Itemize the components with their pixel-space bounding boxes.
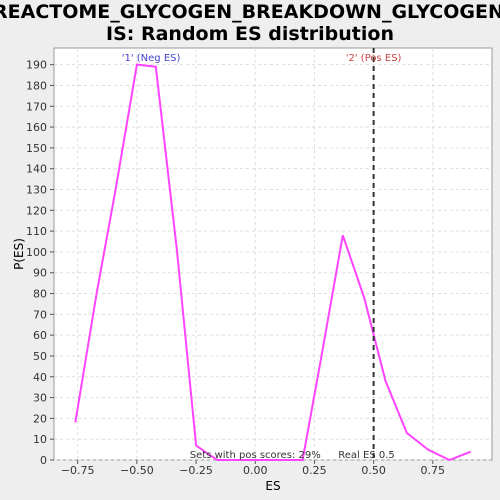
x-tick-label: −0.75 — [61, 464, 95, 477]
y-axis-label: P(ES) — [12, 238, 26, 270]
x-tick-label: 0.75 — [421, 464, 446, 477]
series-line — [74, 63, 472, 462]
pos-es-label: '2' (Pos ES) — [346, 53, 402, 64]
y-tick-label: 170 — [26, 100, 47, 113]
x-tick-label: 0.25 — [302, 464, 327, 477]
grid-lines — [54, 48, 492, 461]
y-tick-label: 80 — [33, 288, 47, 301]
y-tick-label: 30 — [33, 392, 47, 405]
x-axis: −0.75 −0.50 −0.25 0.00 0.25 0.50 0.75 — [61, 460, 445, 477]
y-tick-label: 10 — [33, 433, 47, 446]
y-tick-label: 150 — [26, 142, 47, 155]
plot-area — [53, 47, 493, 461]
x-tick-label: 0.00 — [243, 464, 268, 477]
y-tick-label: 20 — [33, 412, 47, 425]
y-tick-label: 110 — [26, 225, 47, 238]
y-tick-label: 0 — [40, 454, 47, 467]
x-tick-label: −0.25 — [179, 464, 213, 477]
y-tick-label: 190 — [26, 59, 47, 72]
y-tick-label: 100 — [26, 246, 47, 259]
y-tick-label: 120 — [26, 204, 47, 217]
neg-es-label: '1' (Neg ES) — [122, 53, 181, 64]
y-tick-label: 160 — [26, 121, 47, 134]
x-tick-label: −0.50 — [120, 464, 154, 477]
y-tick-label: 180 — [26, 79, 47, 92]
y-tick-label: 70 — [33, 308, 47, 321]
x-axis-label: ES — [265, 479, 280, 493]
y-tick-label: 130 — [26, 183, 47, 196]
y-axis: 0 10 20 30 40 50 60 70 80 90 100 110 120 130 140 150 160… — [26, 59, 54, 467]
y-tick-label: 140 — [26, 163, 47, 176]
y-tick-label: 50 — [33, 350, 47, 363]
y-tick-label: 90 — [33, 267, 47, 280]
chart-title-line-2: IS: Random ES distribution — [106, 23, 394, 45]
pos-scores-label: Sets with pos scores: 29% — [190, 450, 321, 461]
chart-title-line-1: REACTOME_GLYCOGEN_BREAKDOWN_GLYCOGENOLYS — [0, 1, 500, 23]
x-tick-label: 0.50 — [361, 464, 386, 477]
y-tick-label: 40 — [33, 371, 47, 384]
real-es-label: Real ES 0.5 — [338, 450, 394, 461]
y-tick-label: 60 — [33, 329, 47, 342]
